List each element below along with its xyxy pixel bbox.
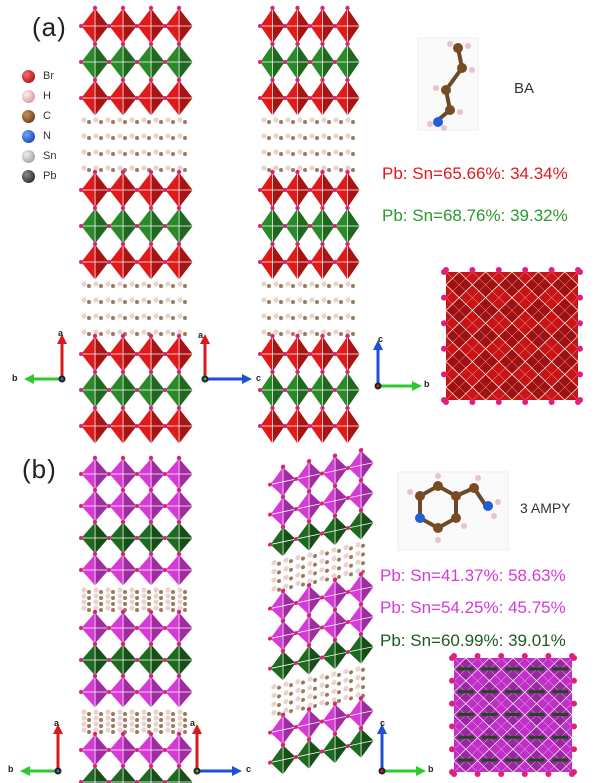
c-atom-icon xyxy=(22,109,35,123)
legend-c: C xyxy=(22,108,51,124)
structure-b-view-1 xyxy=(79,455,194,783)
molecule-name-ba: BA xyxy=(514,80,535,97)
legend-n: N xyxy=(22,128,51,144)
axis-b-left-side: b xyxy=(8,764,14,774)
ratio-a-2: Pb: Sn=68.76%: 39.32% xyxy=(382,206,568,225)
br-atom-icon xyxy=(22,69,35,83)
pb-atom-icon xyxy=(22,169,35,183)
axis-a-left-side: b xyxy=(12,373,18,383)
legend-sn: Sn xyxy=(22,148,56,164)
axis-a-right-side: b xyxy=(424,379,430,389)
axis-triad-b-left xyxy=(20,724,63,776)
top-view-b xyxy=(449,653,577,777)
ratio-a-1: Pb: Sn=65.66%: 34.34% xyxy=(382,164,568,183)
axis-triad-a-left xyxy=(24,334,67,384)
ratio-b-2: Pb: Sn=54.25%: 45.75% xyxy=(380,598,566,617)
legend-h: H xyxy=(22,88,51,104)
3ampy-molecule xyxy=(397,471,509,551)
axis-b-mid-side: c xyxy=(246,764,252,774)
structure-a-view-1 xyxy=(79,5,194,445)
axis-a-right-up: c xyxy=(378,334,384,344)
top-view-a xyxy=(441,267,583,405)
axis-b-right-up: c xyxy=(380,718,386,728)
legend-br: Br xyxy=(22,68,54,84)
panel-b-label: (b) xyxy=(22,454,57,484)
axis-b-mid-up: a xyxy=(190,718,196,728)
axis-triad-b-right xyxy=(377,724,426,776)
ba-molecule xyxy=(417,37,479,131)
structure-a-view-2 xyxy=(258,5,361,445)
axis-a-mid-side: c xyxy=(256,373,262,383)
sn-atom-icon xyxy=(22,149,35,163)
n-atom-icon xyxy=(22,129,35,143)
ratio-b-1: Pb: Sn=41.37%: 58.63% xyxy=(380,566,566,585)
axis-b-right-side: b xyxy=(428,764,434,774)
axis-triad-a-right xyxy=(373,340,422,391)
axis-triad-b-mid xyxy=(192,724,242,776)
h-atom-icon xyxy=(22,89,35,103)
axis-b-left-up: a xyxy=(54,718,60,728)
structure-b-view-2 xyxy=(268,447,375,776)
axis-a-mid-up: a xyxy=(198,330,204,340)
molecule-name-3ampy: 3 AMPY xyxy=(520,500,571,516)
axis-a-left-up: a xyxy=(58,328,64,338)
axis-triad-a-mid xyxy=(200,334,252,384)
panel-a-label: (a) xyxy=(32,12,67,42)
ratio-b-3: Pb: Sn=60.99%: 39.01% xyxy=(380,631,566,650)
legend-pb: Pb xyxy=(22,168,56,184)
